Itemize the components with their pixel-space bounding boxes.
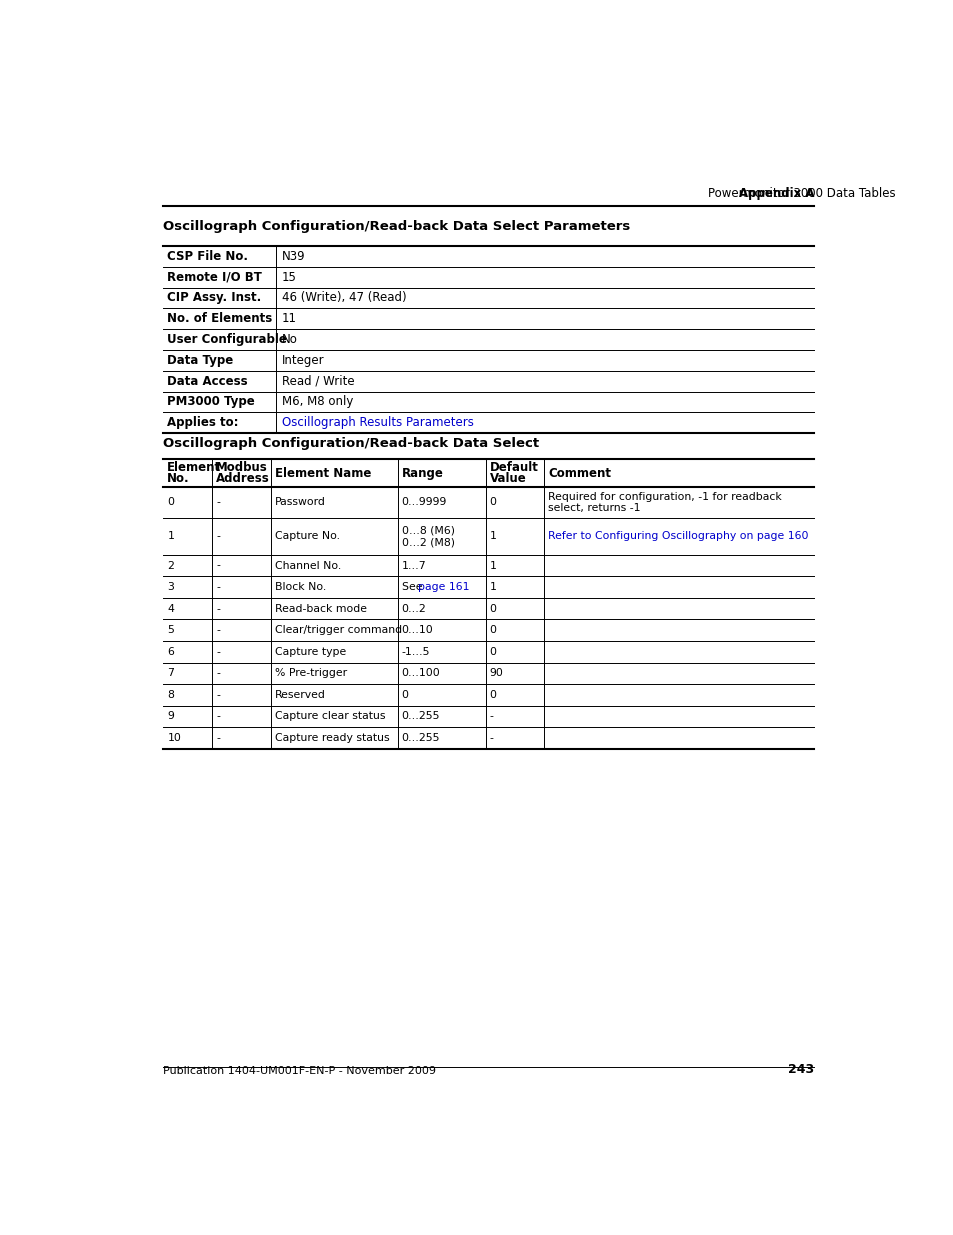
Text: 0: 0 (489, 604, 496, 614)
Text: -: - (489, 734, 493, 743)
Text: page 161: page 161 (417, 582, 469, 592)
Text: 0: 0 (167, 498, 174, 508)
Text: 0: 0 (489, 625, 496, 635)
Text: 0…8 (M6): 0…8 (M6) (401, 525, 455, 535)
Text: -: - (216, 690, 220, 700)
Text: Capture ready status: Capture ready status (274, 734, 389, 743)
Text: Capture clear status: Capture clear status (274, 711, 385, 721)
Text: Read-back mode: Read-back mode (274, 604, 366, 614)
Text: 10: 10 (167, 734, 181, 743)
Text: User Configurable: User Configurable (167, 333, 287, 346)
Text: Default: Default (489, 461, 537, 474)
Text: Appendix A: Appendix A (739, 186, 814, 200)
Text: Publication 1404-UM001F-EN-P - November 2009: Publication 1404-UM001F-EN-P - November … (163, 1066, 436, 1076)
Text: % Pre-trigger: % Pre-trigger (274, 668, 347, 678)
Text: -: - (216, 531, 220, 541)
Text: 0: 0 (401, 690, 408, 700)
Text: See: See (401, 582, 425, 592)
Text: No.: No. (167, 472, 190, 485)
Text: 0…255: 0…255 (401, 711, 439, 721)
Text: Oscillograph Configuration/Read-back Data Select Parameters: Oscillograph Configuration/Read-back Dat… (163, 220, 630, 233)
Text: Address: Address (216, 472, 270, 485)
Text: 46 (Write), 47 (Read): 46 (Write), 47 (Read) (282, 291, 406, 305)
Text: -: - (216, 625, 220, 635)
Text: 3: 3 (167, 582, 174, 592)
Text: 1…7: 1…7 (401, 561, 426, 571)
Text: Value: Value (489, 472, 526, 485)
Text: 11: 11 (282, 312, 296, 325)
Text: Read / Write: Read / Write (282, 374, 355, 388)
Text: -: - (489, 711, 493, 721)
Text: 0…10: 0…10 (401, 625, 433, 635)
Text: 0…2 (M8): 0…2 (M8) (401, 537, 455, 547)
Text: -: - (216, 604, 220, 614)
Text: -: - (216, 561, 220, 571)
Text: 90: 90 (489, 668, 503, 678)
Text: Block No.: Block No. (274, 582, 326, 592)
Text: select, returns -1: select, returns -1 (548, 503, 640, 513)
Text: 0…9999: 0…9999 (401, 498, 447, 508)
Text: N39: N39 (282, 249, 305, 263)
Text: -: - (216, 668, 220, 678)
Text: Password: Password (274, 498, 325, 508)
Text: 9: 9 (167, 711, 174, 721)
Text: 0…2: 0…2 (401, 604, 426, 614)
Text: Required for configuration, -1 for readback: Required for configuration, -1 for readb… (548, 492, 781, 501)
Text: 0: 0 (489, 690, 496, 700)
Text: 1: 1 (489, 561, 496, 571)
Text: Remote I/O BT: Remote I/O BT (167, 270, 262, 284)
Text: CSP File No.: CSP File No. (167, 249, 248, 263)
Text: 6: 6 (167, 647, 174, 657)
Text: 1: 1 (489, 582, 496, 592)
Text: CIP Assy. Inst.: CIP Assy. Inst. (167, 291, 261, 305)
Text: 15: 15 (282, 270, 296, 284)
Text: 243: 243 (787, 1063, 814, 1076)
Text: Data Access: Data Access (167, 374, 248, 388)
Text: 8: 8 (167, 690, 174, 700)
Text: Clear/trigger command: Clear/trigger command (274, 625, 401, 635)
Text: Capture type: Capture type (274, 647, 346, 657)
Text: Powermonitor 3000 Data Tables: Powermonitor 3000 Data Tables (707, 186, 895, 200)
Text: 0…255: 0…255 (401, 734, 439, 743)
Text: Refer to Configuring Oscillography on page 160: Refer to Configuring Oscillography on pa… (548, 531, 808, 541)
Text: Data Type: Data Type (167, 354, 233, 367)
Text: No. of Elements: No. of Elements (167, 312, 273, 325)
Text: PM3000 Type: PM3000 Type (167, 395, 254, 409)
Text: 0: 0 (489, 498, 496, 508)
Text: Element Name: Element Name (274, 467, 371, 479)
Text: -: - (216, 711, 220, 721)
Text: Modbus: Modbus (216, 461, 268, 474)
Text: Oscillograph Configuration/Read-back Data Select: Oscillograph Configuration/Read-back Dat… (163, 437, 539, 450)
Text: -: - (216, 647, 220, 657)
Text: -1…5: -1…5 (401, 647, 430, 657)
Text: -: - (216, 734, 220, 743)
Text: No: No (282, 333, 297, 346)
Text: Element: Element (167, 461, 221, 474)
Text: Oscillograph Results Parameters: Oscillograph Results Parameters (282, 416, 474, 430)
Text: Capture No.: Capture No. (274, 531, 339, 541)
Text: Applies to:: Applies to: (167, 416, 238, 430)
Text: Reserved: Reserved (274, 690, 325, 700)
Text: -: - (216, 582, 220, 592)
Text: 0…100: 0…100 (401, 668, 440, 678)
Text: Channel No.: Channel No. (274, 561, 340, 571)
Text: 0: 0 (489, 647, 496, 657)
Text: 1: 1 (167, 531, 174, 541)
Text: Comment: Comment (548, 467, 611, 479)
Text: 5: 5 (167, 625, 174, 635)
Text: 1: 1 (489, 531, 496, 541)
Text: Integer: Integer (282, 354, 324, 367)
Text: Range: Range (401, 467, 443, 479)
Text: M6, M8 only: M6, M8 only (282, 395, 353, 409)
Text: 2: 2 (167, 561, 174, 571)
Text: 4: 4 (167, 604, 174, 614)
Text: -: - (216, 498, 220, 508)
Text: 7: 7 (167, 668, 174, 678)
